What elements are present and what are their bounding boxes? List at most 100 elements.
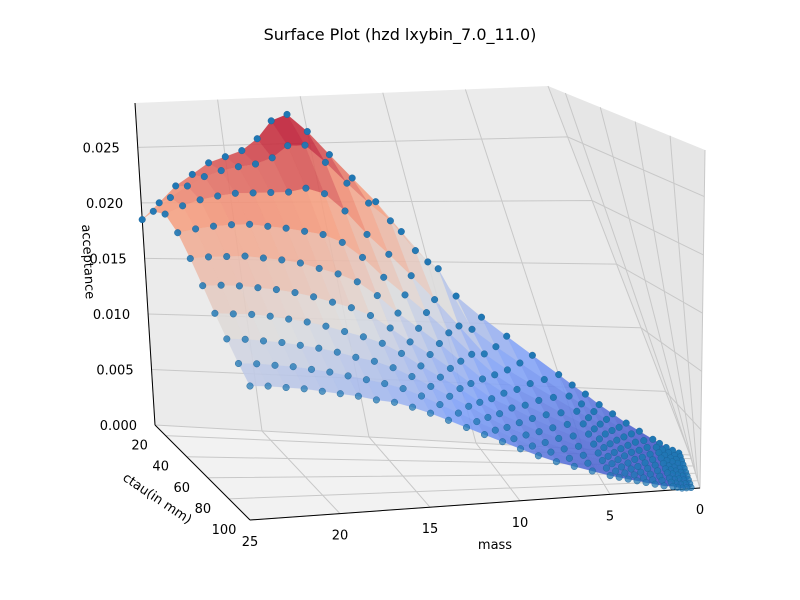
scatter-point (373, 292, 381, 300)
scatter-point (300, 385, 308, 393)
y-tick-label: 100 (212, 523, 237, 538)
scatter-point (221, 153, 229, 161)
z-tick-label: 0.005 (96, 364, 133, 379)
scatter-point (612, 467, 620, 475)
scatter-point (454, 409, 462, 417)
scatter-point (584, 459, 592, 467)
scatter-point (436, 373, 444, 381)
scatter-point (253, 360, 261, 368)
scatter-point (285, 315, 293, 323)
z-tick-label: 0.020 (86, 197, 123, 212)
scatter-point (635, 446, 643, 454)
scatter-point (272, 286, 280, 294)
scatter-point (378, 339, 386, 347)
scatter-point (633, 477, 641, 485)
scatter-point (669, 482, 677, 490)
scatter-point (452, 292, 460, 300)
scatter-point (231, 189, 239, 197)
scatter-point (319, 230, 327, 238)
scatter-point (282, 224, 290, 232)
scatter-point (631, 438, 639, 446)
scatter-point (172, 182, 180, 190)
scatter-point (595, 435, 603, 443)
scatter-point (183, 182, 191, 190)
scatter-point (491, 371, 499, 379)
scatter-point (338, 238, 346, 246)
scatter-point (283, 110, 291, 118)
scatter-point (590, 425, 598, 433)
x-tick-label: 25 (242, 535, 259, 550)
scatter-point (468, 350, 476, 358)
scatter-point (613, 436, 621, 444)
scatter-point (234, 360, 242, 368)
x-tick-label: 0 (696, 503, 704, 518)
scatter-point (510, 435, 518, 443)
z-tick-label: 0.015 (89, 252, 126, 267)
scatter-point (503, 366, 511, 374)
scatter-point (386, 217, 394, 225)
scatter-point (488, 395, 496, 403)
scatter-point (211, 309, 219, 317)
scatter-point (315, 264, 323, 272)
scatter-point (621, 452, 629, 460)
scatter-point (446, 392, 454, 400)
scatter-point (503, 332, 511, 340)
z-tick-label: 0.000 (100, 419, 137, 434)
scatter-point (478, 313, 486, 321)
scatter-point (363, 230, 371, 238)
scatter-point (426, 351, 434, 359)
z-tick-label: 0.010 (93, 308, 130, 323)
scatter-point (588, 467, 596, 475)
scatter-point (555, 371, 563, 379)
scatter-point (278, 256, 286, 264)
scatter-point (209, 222, 217, 230)
scatter-point (627, 430, 635, 438)
scatter-point (484, 413, 492, 421)
scatter-point (631, 455, 639, 463)
scatter-point (370, 357, 378, 365)
scatter-point (238, 147, 246, 155)
scatter-point (496, 410, 504, 418)
y-tick-label: 80 (195, 502, 212, 517)
scatter-point (301, 141, 309, 149)
scatter-point (321, 158, 329, 166)
scatter-point (333, 348, 341, 356)
x-axis-line (249, 487, 701, 521)
scatter-point (301, 227, 309, 235)
scatter-point (259, 254, 267, 262)
scatter-point (251, 160, 259, 168)
scatter-point (214, 192, 222, 200)
scatter-point (468, 325, 476, 333)
scatter-point (638, 453, 646, 461)
scatter-point (310, 293, 318, 301)
scatter-point (608, 460, 616, 468)
scatter-point (463, 424, 471, 432)
scatter-point (467, 380, 475, 388)
scatter-point (321, 190, 329, 198)
scatter-point (598, 457, 606, 465)
scatter-point (322, 322, 330, 330)
scatter-point (254, 284, 262, 292)
scatter-point (540, 376, 548, 384)
scatter-point (266, 312, 274, 320)
scatter-point (229, 310, 237, 318)
scatter-point (594, 449, 602, 457)
scatter-point (234, 163, 242, 171)
scatter-point (303, 127, 311, 135)
scatter-point (149, 207, 157, 215)
scatter-point (367, 312, 375, 320)
scatter-point (398, 349, 406, 357)
scatter-point (491, 426, 499, 434)
scatter-point (642, 479, 650, 487)
scatter-point (521, 401, 529, 409)
scatter-point (465, 402, 473, 410)
scatter-point (406, 338, 414, 346)
scatter-point (407, 272, 415, 280)
scatter-point (603, 415, 611, 423)
scatter-point (268, 154, 276, 162)
scatter-point (534, 452, 542, 460)
scatter-point (235, 282, 243, 290)
scatter-point (621, 469, 629, 477)
